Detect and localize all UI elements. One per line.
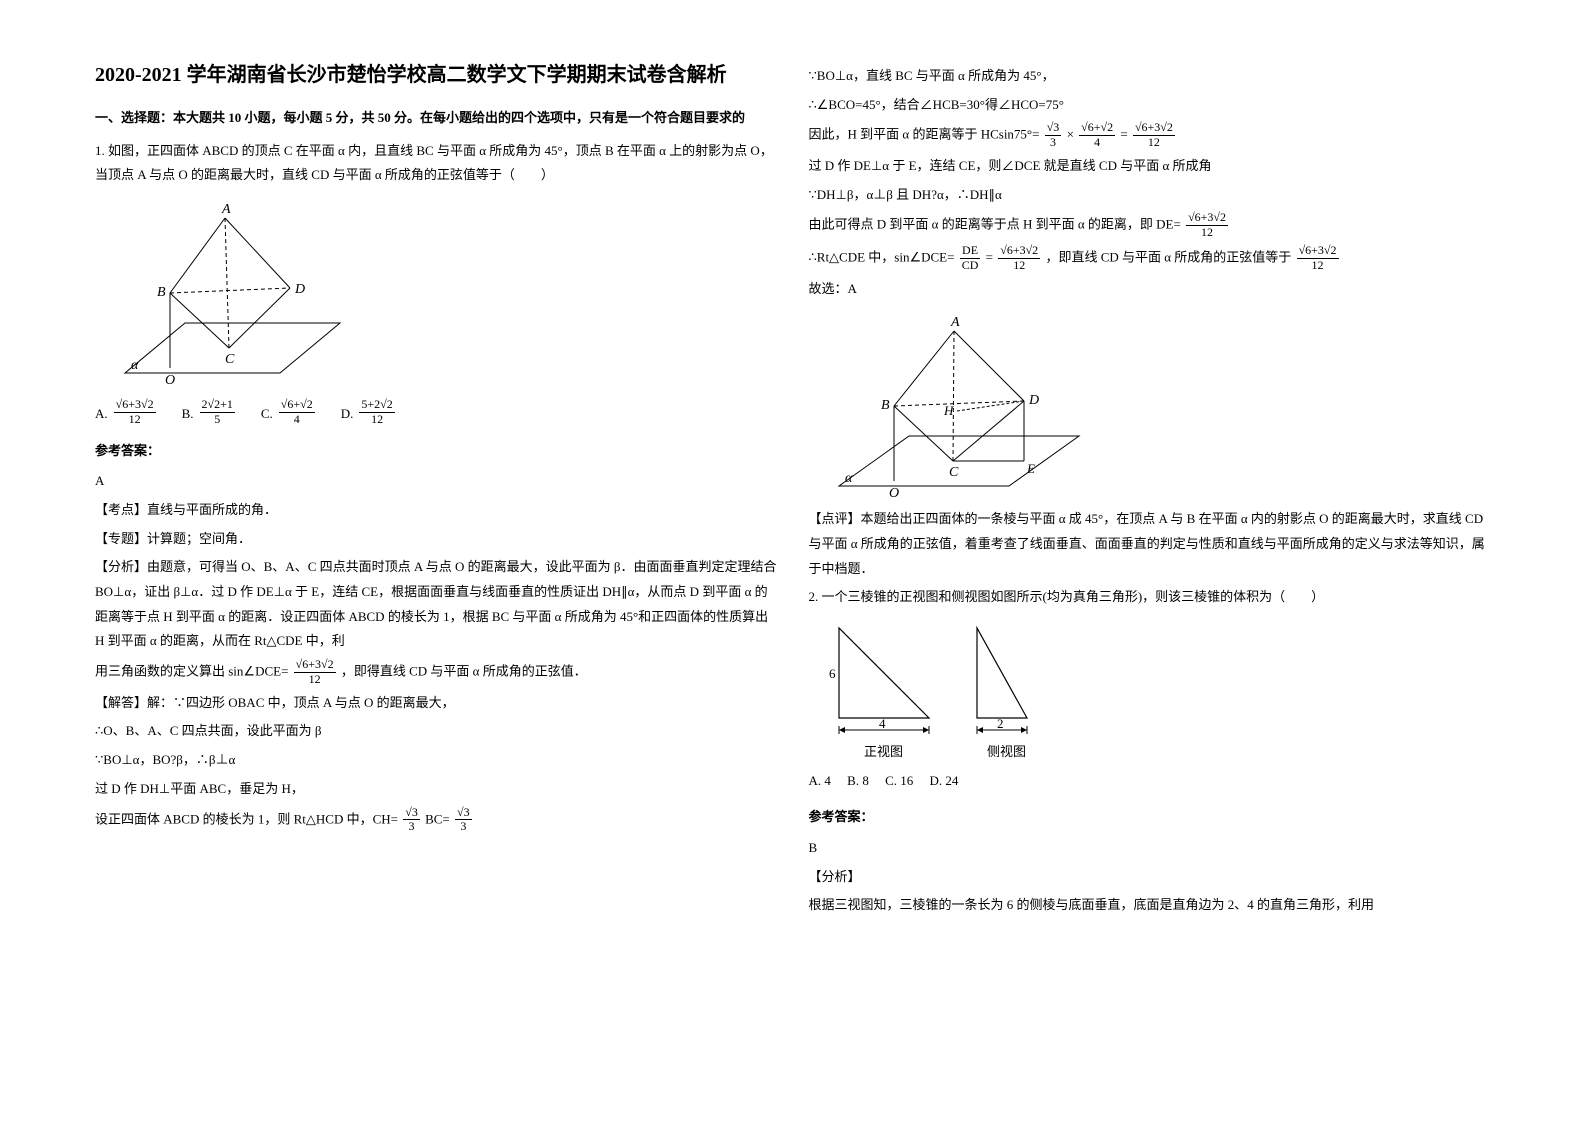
- r-line-1: ∵BO⊥α，直线 BC 与平面 α 所成角为 45°，: [809, 64, 1493, 89]
- q2-options: A. 4 B. 8 C. 16 D. 24: [809, 769, 1493, 794]
- svg-text:C: C: [225, 352, 235, 367]
- left-column: 2020-2021 学年湖南省长沙市楚怡学校高二数学文下学期期末试卷含解析 一、…: [80, 60, 794, 1062]
- q1-fenxi-2: 用三角函数的定义算出 sin∠DCE= √6+3√212 ，即得直线 CD 与平…: [95, 658, 779, 687]
- q1-zhuanti: 【专题】计算题；空间角．: [95, 527, 779, 552]
- r-line-8: 故选：A: [809, 277, 1493, 302]
- svg-text:α: α: [845, 471, 853, 486]
- q1-answer: A: [95, 469, 779, 494]
- q1-option-a: A. √6+3√212: [95, 398, 158, 427]
- q1-stem: 1. 如图，正四面体 ABCD 的顶点 C 在平面 α 内，且直线 BC 与平面…: [95, 139, 779, 188]
- q1-fenxi-1: 【分析】由题意，可得当 O、B、A、C 四点共面时顶点 A 与点 O 的距离最大…: [95, 555, 779, 654]
- q2-side-view: 2 侧视图: [967, 618, 1047, 765]
- q1-jieda-3: ∵BO⊥α，BO?β，∴β⊥α: [95, 748, 779, 773]
- front-view-label: 正视图: [829, 740, 939, 765]
- answer-heading-1: 参考答案：: [95, 439, 779, 464]
- q1-options: A. √6+3√212 B. 2√2+15 C. √6+√24 D. 5+2√2…: [95, 398, 779, 427]
- svg-text:B: B: [881, 398, 890, 413]
- svg-text:H: H: [943, 403, 954, 418]
- svg-text:C: C: [949, 465, 959, 480]
- side-view-label: 侧视图: [967, 740, 1047, 765]
- r-line-3: 因此，H 到平面 α 的距离等于 HCsin75°= √33 × √6+√24 …: [809, 121, 1493, 150]
- r-line-6: 由此可得点 D 到平面 α 的距离等于点 H 到平面 α 的距离，即 DE= √…: [809, 211, 1493, 240]
- r-line-7: ∴Rt△CDE 中，sin∠DCE= DECD = √6+3√212 ，即直线 …: [809, 244, 1493, 273]
- right-column: ∵BO⊥α，直线 BC 与平面 α 所成角为 45°， ∴∠BCO=45°，结合…: [794, 60, 1508, 1062]
- q1-figure: A B C D O α: [115, 198, 779, 388]
- q1-jieda-1: 【解答】解：∵四边形 OBAC 中，顶点 A 与点 O 的距离最大，: [95, 691, 779, 716]
- q2-fenxi-head: 【分析】: [809, 865, 1493, 890]
- svg-text:B: B: [157, 285, 166, 300]
- q2-front-view: 6 4 正视图: [829, 618, 939, 765]
- q1-option-b: B. 2√2+15: [182, 398, 237, 427]
- svg-text:D: D: [294, 282, 305, 297]
- svg-text:O: O: [165, 373, 175, 388]
- r-line-4: 过 D 作 DE⊥α 于 E，连结 CE，则∠DCE 就是直线 CD 与平面 α…: [809, 154, 1493, 179]
- r-line-2: ∴∠BCO=45°，结合∠HCB=30°得∠HCO=75°: [809, 93, 1493, 118]
- r-line-5: ∵DH⊥β，α⊥β 且 DH?α，∴DH∥α: [809, 183, 1493, 208]
- svg-text:4: 4: [879, 716, 886, 731]
- svg-text:E: E: [1026, 461, 1035, 476]
- q2-fenxi: 根据三视图知，三棱锥的一条长为 6 的侧棱与底面垂直，底面是直角边为 2、4 的…: [809, 893, 1493, 918]
- q2-answer: B: [809, 836, 1493, 861]
- answer-heading-2: 参考答案：: [809, 805, 1493, 830]
- svg-text:α: α: [131, 358, 139, 373]
- q1-option-d: D. 5+2√212: [341, 398, 397, 427]
- q1-jieda-4: 过 D 作 DH⊥平面 ABC，垂足为 H，: [95, 777, 779, 802]
- section-1-heading: 一、选择题：本大题共 10 小题，每小题 5 分，共 50 分。在每小题给出的四…: [95, 106, 779, 131]
- svg-text:A: A: [950, 315, 960, 330]
- q1-kaodian: 【考点】直线与平面所成的角．: [95, 498, 779, 523]
- q1-jieda-5: 设正四面体 ABCD 的棱长为 1，则 Rt△HCD 中，CH= √33 BC=…: [95, 806, 779, 835]
- q1-jieda-2: ∴O、B、A、C 四点共面，设此平面为 β: [95, 719, 779, 744]
- q2-stem: 2. 一个三棱锥的正视图和侧视图如图所示(均为真角三角形)，则该三棱锥的体积为（…: [809, 585, 1493, 610]
- q1-option-c: C. √6+√24: [261, 398, 317, 427]
- svg-text:O: O: [889, 486, 899, 501]
- svg-text:A: A: [221, 202, 231, 217]
- r-dianping: 【点评】本题给出正四面体的一条棱与平面 α 成 45°，在顶点 A 与 B 在平…: [809, 507, 1493, 581]
- q2-views: 6 4 正视图 2 侧视图: [829, 618, 1493, 765]
- exam-title: 2020-2021 学年湖南省长沙市楚怡学校高二数学文下学期期末试卷含解析: [95, 60, 779, 90]
- svg-text:2: 2: [997, 716, 1004, 731]
- svg-text:6: 6: [829, 666, 836, 681]
- svg-text:D: D: [1028, 393, 1039, 408]
- q1-solution-figure: A B C D O α H E: [829, 311, 1493, 501]
